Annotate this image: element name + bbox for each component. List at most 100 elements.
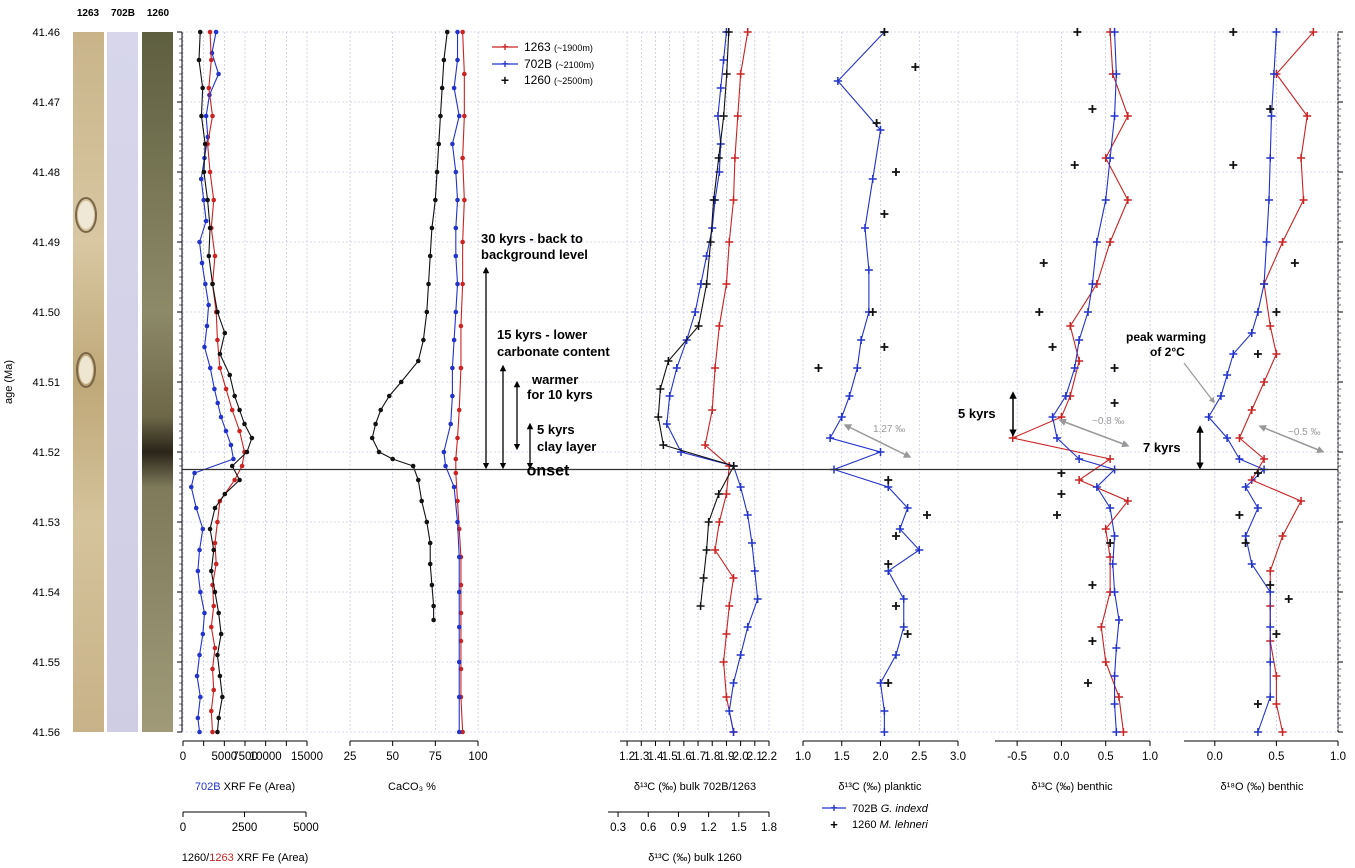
series-benthic-d13c-702B — [1048, 28, 1123, 736]
svg-text:+: + — [501, 57, 508, 71]
data-point — [861, 224, 869, 232]
x-tick-label: 10000 — [250, 751, 282, 763]
data-point — [1075, 476, 1084, 484]
data-point — [1253, 504, 1262, 512]
data-point — [456, 694, 462, 700]
data-point — [709, 196, 718, 204]
data-point — [211, 547, 217, 553]
annot-5kyrs-2: clay layer — [537, 439, 596, 454]
data-point — [227, 372, 233, 378]
data-point — [1247, 406, 1256, 414]
data-point — [424, 519, 430, 525]
data-point — [455, 498, 460, 504]
data-point — [1284, 595, 1293, 603]
x-tick-label: 0 — [180, 822, 186, 834]
data-point — [415, 358, 421, 364]
data-point — [207, 169, 213, 175]
data-point — [438, 113, 443, 119]
data-point — [1241, 483, 1250, 491]
data-point — [456, 554, 462, 560]
data-point — [1235, 434, 1244, 442]
data-point — [232, 477, 237, 483]
data-point — [217, 351, 223, 357]
data-point — [1241, 539, 1250, 547]
data-point — [722, 70, 731, 78]
data-point — [206, 85, 212, 91]
data-point — [1123, 196, 1132, 204]
data-point — [1247, 560, 1256, 568]
core-label-702B: 702B — [111, 8, 135, 19]
data-point — [455, 57, 460, 63]
data-point — [444, 29, 450, 35]
x-tick-label: 1.6 — [676, 751, 692, 763]
data-point — [203, 218, 209, 224]
data-point — [458, 323, 464, 329]
data-point — [213, 561, 219, 567]
data-point — [903, 504, 912, 512]
annot-benthic-o-kyrs: 7 kyrs — [1143, 440, 1181, 455]
data-point — [451, 337, 457, 343]
axis-titles: 702B XRF Fe (Area) 1260/1263 XRF Fe (Are… — [182, 781, 1304, 864]
data-point — [431, 617, 436, 623]
legend-702B: 702B (~2100m) — [524, 57, 594, 71]
data-point — [706, 238, 715, 246]
data-point — [206, 302, 211, 308]
data-point — [1267, 112, 1276, 120]
data-point — [242, 421, 247, 427]
xlabel-benthic-c: δ¹³C (‰) benthic — [1031, 781, 1113, 793]
data-point — [1035, 308, 1044, 316]
data-point — [212, 386, 217, 392]
data-point — [431, 603, 436, 609]
data-point — [1235, 455, 1244, 463]
data-point — [188, 484, 194, 490]
series-line — [371, 31, 448, 620]
data-point — [1266, 154, 1275, 162]
data-point — [730, 154, 739, 162]
data-point — [714, 154, 723, 162]
data-point — [1253, 728, 1262, 736]
svg-text:+: + — [830, 801, 837, 815]
data-point — [427, 253, 433, 259]
data-point — [218, 414, 224, 420]
data-point — [206, 253, 212, 259]
data-point — [1110, 364, 1119, 372]
data-point — [460, 29, 465, 35]
data-point — [200, 526, 206, 532]
data-point — [837, 413, 846, 421]
data-point — [429, 225, 435, 231]
data-point — [743, 511, 752, 519]
age-tick-label: 41.55 — [32, 657, 60, 669]
data-point — [1229, 161, 1238, 169]
data-point — [237, 407, 242, 413]
data-point — [460, 239, 465, 245]
core-1260 — [142, 32, 173, 732]
data-point — [1265, 196, 1274, 204]
data-point — [458, 365, 464, 371]
data-point — [715, 518, 724, 526]
data-point — [699, 574, 708, 582]
data-point — [1260, 455, 1269, 463]
xlabel-bulk-sec: δ¹³C (‰) bulk 1260 — [648, 852, 742, 864]
data-point — [453, 470, 459, 476]
xlabel-bulk-main: δ¹³C (‰) bulk 702B/1263 — [634, 781, 756, 793]
data-point — [211, 603, 217, 609]
data-point — [215, 337, 220, 343]
xlabel-caco3: CaCO₃ % — [388, 781, 436, 793]
data-point — [228, 442, 234, 448]
data-point — [199, 260, 205, 266]
data-point — [427, 540, 433, 546]
data-point — [1101, 658, 1110, 666]
series-planktic-d13c-1260 — [814, 28, 931, 687]
data-point — [1235, 511, 1244, 519]
data-point — [198, 589, 203, 595]
data-point — [249, 435, 255, 441]
x-tick-label: 2500 — [232, 822, 258, 834]
data-point — [1061, 392, 1070, 400]
age-tick-label: 41.46 — [32, 27, 60, 39]
data-point — [1070, 364, 1079, 372]
data-point — [716, 84, 725, 92]
annot-5kyrs-1: 5 kyrs — [537, 422, 575, 437]
data-point — [1057, 490, 1066, 498]
data-point — [711, 546, 720, 554]
data-point — [892, 651, 900, 659]
